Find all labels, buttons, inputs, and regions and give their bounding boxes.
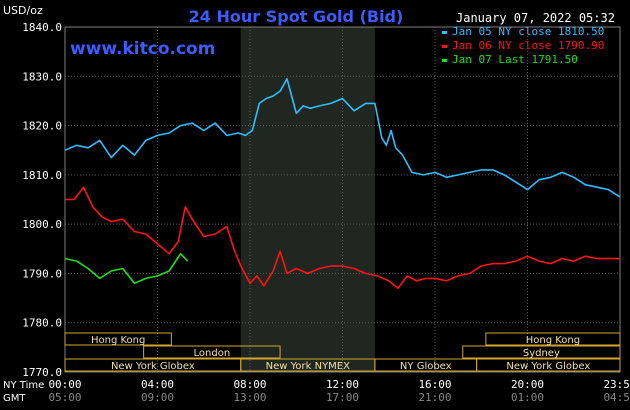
legend-swatch <box>442 59 447 62</box>
x-tick-label-ny: 16:00 <box>418 378 451 391</box>
y-tick-label: 1830.0 <box>22 70 62 83</box>
session-bar: Hong Kong <box>485 332 621 346</box>
session-bar: Hong Kong <box>64 332 172 346</box>
series-line <box>64 78 621 198</box>
x-tick-label-gmt: 04:59 <box>603 391 630 404</box>
session-label: New York NYMEX <box>266 361 351 372</box>
chart-title: 24 Hour Spot Gold (Bid) <box>189 7 404 26</box>
session-label: New York Globex <box>506 361 590 372</box>
session-label: Hong Kong <box>526 335 580 346</box>
legend-label: Jan 07 Last 1791.50 <box>452 53 578 66</box>
y-unit-label: USD/oz <box>3 4 43 17</box>
x-tick-label-ny: 23:59 <box>603 378 630 391</box>
x-tick-label-ny: 08:00 <box>233 378 266 391</box>
x-tick-label-gmt: 09:00 <box>141 391 174 404</box>
legend-swatch <box>442 31 447 34</box>
series-line <box>64 252 189 285</box>
y-tick-label: 1810.0 <box>22 169 62 182</box>
x-tick-label-gmt: 01:00 <box>511 391 544 404</box>
session-label: New York Globex <box>111 361 195 372</box>
watermark: www.kitco.com <box>70 39 215 59</box>
legend-label: Jan 06 NY close 1790.90 <box>452 39 604 52</box>
y-tick-label: 1790.0 <box>22 267 62 280</box>
session-label: NY Globex <box>400 361 452 372</box>
y-tick-label: 1780.0 <box>22 317 62 330</box>
legend-entry: Jan 06 NY close 1790.90 <box>442 39 604 52</box>
series-1 <box>64 78 621 198</box>
series-line <box>65 186 620 290</box>
legend-swatch <box>442 45 447 48</box>
session-label: Sydney <box>523 348 560 359</box>
series-3 <box>64 252 189 285</box>
x-tick-label-ny: 00:00 <box>48 378 81 391</box>
legend-entry: Jan 05 NY close 1810.50 <box>442 25 604 38</box>
session-label: London <box>194 348 231 359</box>
x-row-label-gmt: GMT <box>3 393 26 404</box>
session-bar-box <box>64 332 172 346</box>
session-bar: New York Globex <box>476 358 621 372</box>
legend-label: Jan 05 NY close 1810.50 <box>452 25 604 38</box>
session-bar-box <box>476 358 621 372</box>
y-tick-label: 1840.0 <box>22 21 62 34</box>
x-tick-label-ny: 12:00 <box>326 378 359 391</box>
x-tick-label-ny: 20:00 <box>511 378 544 391</box>
session-label: Hong Kong <box>91 335 145 346</box>
series-2 <box>65 186 620 290</box>
x-tick-label-gmt: 05:00 <box>48 391 81 404</box>
y-tick-label: 1770.0 <box>22 366 62 379</box>
session-bar-box <box>485 332 621 346</box>
x-tick-label-gmt: 13:00 <box>233 391 266 404</box>
highlight-band <box>240 27 375 372</box>
date-stamp: January 07, 2022 05:32 <box>456 11 615 25</box>
session-bar-box <box>462 345 621 359</box>
session-bar: London <box>143 345 281 359</box>
session-bar: Sydney <box>462 345 621 359</box>
y-tick-label: 1800.0 <box>22 218 62 231</box>
x-row-label-ny: NY Time <box>3 380 44 391</box>
y-tick-label: 1820.0 <box>22 120 62 133</box>
session-bar-box <box>143 345 281 359</box>
x-tick-label-ny: 04:00 <box>141 378 174 391</box>
legend-entry: Jan 07 Last 1791.50 <box>442 53 578 66</box>
x-tick-label-gmt: 21:00 <box>418 391 451 404</box>
x-tick-label-gmt: 17:00 <box>326 391 359 404</box>
